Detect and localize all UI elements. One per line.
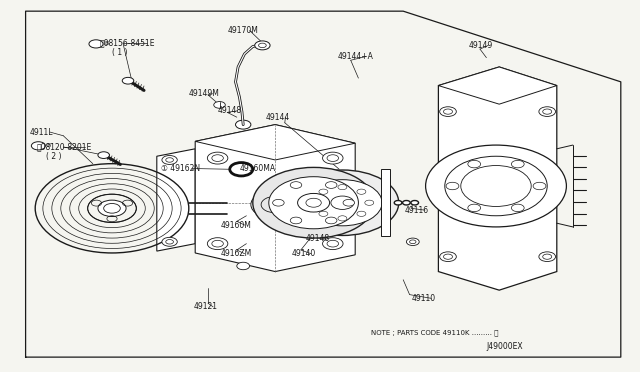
Circle shape (365, 200, 374, 205)
Text: 49148: 49148 (306, 234, 330, 243)
Circle shape (89, 40, 103, 48)
Circle shape (323, 238, 343, 250)
Circle shape (291, 182, 302, 188)
Polygon shape (157, 149, 195, 251)
Circle shape (303, 180, 382, 226)
Circle shape (539, 107, 556, 116)
Circle shape (468, 160, 481, 168)
Circle shape (511, 160, 524, 168)
Text: 49116: 49116 (405, 206, 429, 215)
Circle shape (394, 201, 402, 205)
Circle shape (214, 102, 225, 108)
Circle shape (122, 77, 134, 84)
Text: ( 2 ): ( 2 ) (46, 153, 61, 161)
Circle shape (357, 211, 366, 217)
Circle shape (269, 177, 358, 229)
Text: ① 49162N: ① 49162N (161, 164, 200, 173)
Text: 49149: 49149 (468, 41, 493, 50)
Circle shape (511, 204, 524, 212)
Circle shape (440, 107, 456, 116)
Text: 4916ZM: 4916ZM (221, 249, 252, 258)
Circle shape (461, 166, 531, 206)
Text: ⒲08120-8201E: ⒲08120-8201E (37, 142, 92, 151)
Circle shape (162, 155, 177, 164)
Circle shape (207, 238, 228, 250)
Text: 49121: 49121 (193, 302, 218, 311)
Circle shape (98, 152, 109, 158)
Circle shape (207, 152, 228, 164)
Polygon shape (381, 169, 390, 236)
Circle shape (255, 41, 270, 50)
Circle shape (445, 156, 547, 216)
Polygon shape (438, 67, 557, 104)
Circle shape (338, 185, 347, 190)
Text: ( 1 ): ( 1 ) (112, 48, 127, 57)
Circle shape (291, 217, 302, 224)
Circle shape (533, 182, 546, 190)
Circle shape (286, 170, 399, 235)
Circle shape (319, 189, 328, 194)
Text: 49148: 49148 (218, 106, 242, 115)
Circle shape (411, 201, 419, 205)
Circle shape (323, 152, 343, 164)
Circle shape (343, 199, 355, 206)
Circle shape (468, 204, 481, 212)
Circle shape (319, 211, 328, 217)
Circle shape (446, 182, 459, 190)
Circle shape (539, 252, 556, 262)
Circle shape (162, 237, 177, 246)
Circle shape (98, 200, 126, 217)
Circle shape (251, 190, 300, 219)
Polygon shape (195, 125, 355, 272)
Circle shape (311, 200, 320, 205)
Text: 4911L: 4911L (30, 128, 54, 137)
Text: ⒲08156-8451E: ⒲08156-8451E (99, 38, 155, 47)
Circle shape (440, 252, 456, 262)
Polygon shape (195, 125, 355, 160)
Circle shape (230, 163, 253, 176)
Circle shape (357, 189, 366, 194)
Circle shape (236, 120, 251, 129)
Text: 49149M: 49149M (189, 89, 220, 98)
Text: 49144+A: 49144+A (338, 52, 374, 61)
Circle shape (406, 238, 419, 246)
Text: 49160MA: 49160MA (240, 164, 276, 173)
Circle shape (403, 201, 410, 205)
Circle shape (237, 262, 250, 270)
Circle shape (31, 142, 45, 150)
Circle shape (326, 217, 337, 224)
Text: 49160M: 49160M (221, 221, 252, 230)
Circle shape (326, 182, 337, 188)
Text: B: B (104, 41, 109, 46)
Circle shape (338, 216, 347, 221)
Text: 49144: 49144 (266, 113, 290, 122)
Circle shape (253, 167, 374, 238)
Text: NOTE ; PARTS CODE 49110K ......... Ⓐ: NOTE ; PARTS CODE 49110K ......... Ⓐ (371, 330, 499, 336)
Text: 49110: 49110 (412, 294, 436, 303)
Text: J49000EX: J49000EX (486, 342, 523, 351)
Circle shape (298, 193, 330, 212)
Text: B: B (47, 143, 51, 148)
Circle shape (273, 199, 284, 206)
Text: 49170M: 49170M (227, 26, 258, 35)
Text: 49140: 49140 (291, 249, 316, 258)
Circle shape (426, 145, 566, 227)
Polygon shape (438, 67, 557, 290)
